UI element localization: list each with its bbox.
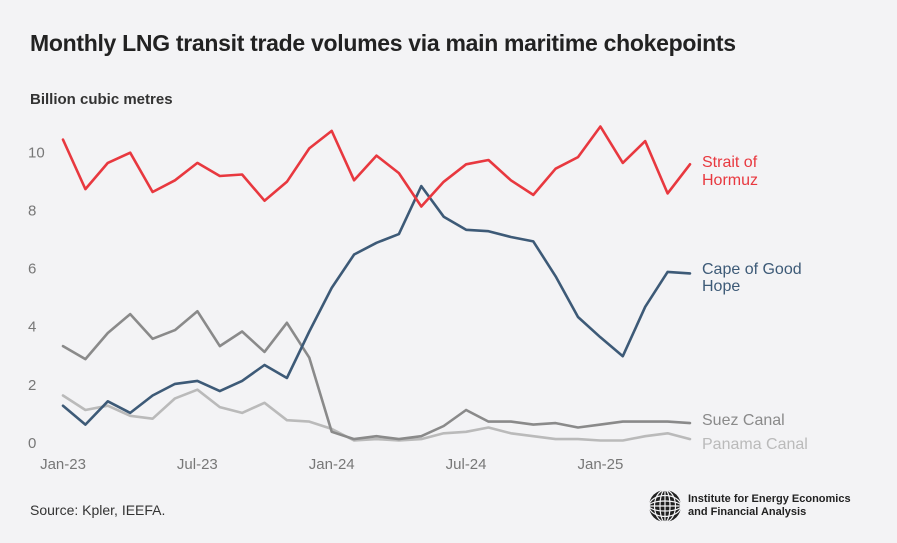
y-tick-label: 8 [28, 202, 36, 219]
x-tick-label: Jan-25 [577, 456, 623, 473]
series-label-strait-of-hormuz: Strait of [702, 154, 758, 171]
series-line-cape-of-good-hope [61, 184, 692, 426]
logo-text-line2: and Financial Analysis [688, 506, 807, 518]
y-axis-label: Billion cubic metres [30, 91, 173, 108]
ieefa-logo: Institute for Energy Economics and Finan… [648, 489, 851, 523]
y-tick-label: 10 [28, 144, 45, 161]
x-tick-label: Jan-24 [309, 456, 355, 473]
series-label-panama-canal: Panama Canal [702, 436, 808, 453]
x-tick-label: Jul-24 [446, 456, 487, 473]
series-line-panama-canal [61, 388, 692, 442]
series-label-suez-canal: Suez Canal [702, 412, 785, 429]
x-tick-label: Jan-23 [40, 456, 86, 473]
x-tick-label: Jul-23 [177, 456, 218, 473]
y-tick-label: 2 [28, 377, 36, 394]
logo-text-line1: Institute for Energy Economics [688, 493, 851, 505]
logo-text: Institute for Energy Economics and Finan… [688, 493, 851, 519]
y-tick-label: 0 [28, 435, 36, 452]
chart-title: Monthly LNG transit trade volumes via ma… [30, 30, 736, 56]
y-tick-label: 6 [28, 261, 36, 278]
series-label-strait-of-hormuz: Hormuz [702, 172, 758, 189]
series-line-suez-canal [61, 309, 692, 441]
globe-icon [648, 489, 682, 523]
source-note: Source: Kpler, IEEFA. [30, 502, 166, 518]
series-line-strait-of-hormuz [61, 125, 692, 208]
y-tick-label: 4 [28, 319, 36, 336]
series-label-cape-of-good-hope: Cape of Good [702, 261, 802, 278]
series-label-cape-of-good-hope: Hope [702, 278, 740, 295]
